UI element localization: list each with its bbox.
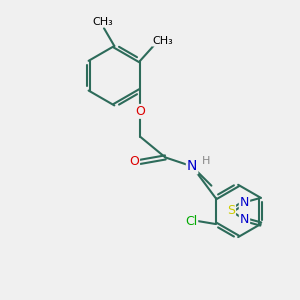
Text: H: H (202, 156, 211, 166)
Text: CH₃: CH₃ (153, 36, 173, 46)
Text: S: S (227, 204, 235, 218)
Text: CH₃: CH₃ (92, 16, 113, 27)
Text: O: O (135, 105, 145, 118)
Text: N: N (240, 213, 249, 226)
Text: N: N (240, 196, 249, 209)
Text: O: O (129, 155, 139, 168)
Text: Cl: Cl (185, 214, 197, 227)
Text: N: N (187, 159, 197, 173)
